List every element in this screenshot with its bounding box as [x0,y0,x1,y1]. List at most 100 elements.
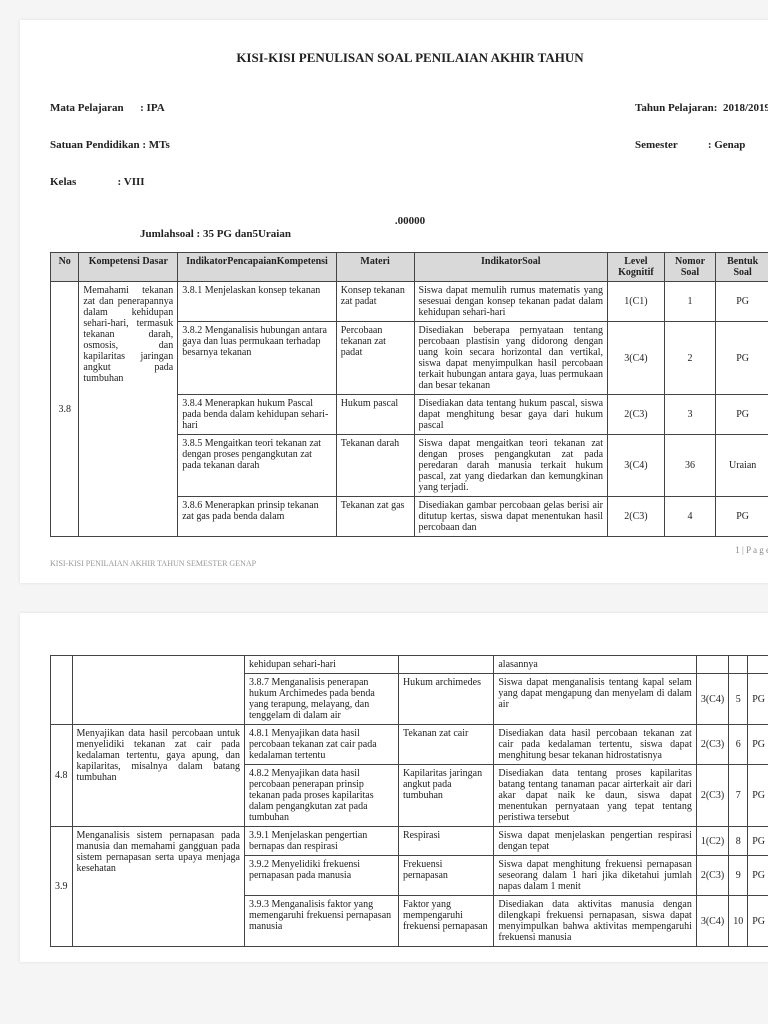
cell-materi: Konsep tekanan zat padat [336,282,414,322]
cell-lk: 2(C3) [608,497,665,537]
cell-materi: Tekanan zat gas [336,497,414,537]
cell-lk: 3(C4) [608,322,665,395]
cell-kd [72,656,244,725]
th-bs: Bentuk Soal [716,253,768,282]
meta-left: Mata Pelajaran : IPA Satuan Pendidikan :… [50,78,170,213]
th-kd: Kompetensi Dasar [79,253,178,282]
cell-materi: Kapilaritas jaringan angkut pada tumbuha… [398,765,493,827]
cell-materi: Faktor yang mempengaruhi frekuensi perna… [398,896,493,947]
cell-lk: 1(C1) [608,282,665,322]
mp-val: : IPA [140,102,165,114]
cell-is: Disediakan data tentang proses kapilarit… [494,765,696,827]
cell-ns [729,656,748,674]
cell-ipk: kehidupan sehari-hari [244,656,398,674]
th-ipk: IndikatorPencapaianKompetensi [178,253,336,282]
cell-materi: Tekanan darah [336,435,414,497]
page-1: KISI-KISI PENULISAN SOAL PENILAIAN AKHIR… [20,20,768,583]
cell-ipk: 3.8.6 Menerapkan prinsip tekanan zat gas… [178,497,336,537]
cell-no: 4.8 [51,725,73,827]
cell-ns: 9 [729,856,748,896]
cell-bs: PG [748,856,768,896]
cell-ns: 7 [729,765,748,827]
page-footer-left: KISI-KISI PENILAIAN AKHIR TAHUN SEMESTER… [50,559,768,568]
cell-lk: 2(C3) [696,856,728,896]
cell-no [51,656,73,725]
tahun-val: 2018/2019 [723,102,768,114]
cell-is: Siswa dapat menganalisis tentang kapal s… [494,674,696,725]
sem-label: Semester [635,139,678,151]
cell-materi: Frekuensi pernapasan [398,856,493,896]
sp-label: Satuan Pendidikan [50,139,140,151]
cell-ipk: 3.8.7 Menganalisis penerapan hukum Archi… [244,674,398,725]
cell-ipk: 3.8.5 Mengaitkan teori tekanan zat denga… [178,435,336,497]
cell-ns: 6 [729,725,748,765]
cell-ipk: 3.8.4 Menerapkan hukum Pascal pada benda… [178,395,336,435]
cell-ns: 8 [729,827,748,856]
cell-materi [398,656,493,674]
cell-is: alasannya [494,656,696,674]
cell-is: Disediakan data tentang hukum pascal, si… [414,395,608,435]
th-lk: Level Kognitif [608,253,665,282]
cell-ipk: 4.8.2 Menyajikan data hasil percobaan pe… [244,765,398,827]
cell-ns: 1 [664,282,716,322]
cell-lk: 3(C4) [608,435,665,497]
page-footer-right: 1 | P a g e [50,545,768,555]
cell-bs [748,656,768,674]
cell-ipk: 3.9.3 Menganalisis faktor yang memengaru… [244,896,398,947]
kelas-val: : VIII [118,176,145,188]
cell-ipk: 3.9.1 Menjelaskan pengertian bernapas da… [244,827,398,856]
doc-title: KISI-KISI PENULISAN SOAL PENILAIAN AKHIR… [50,50,768,66]
cell-is: Siswa dapat menjelaskan pengertian respi… [494,827,696,856]
cell-ipk: 3.9.2 Menyelidiki frekuensi pernapasan p… [244,856,398,896]
header-row: No Kompetensi Dasar IndikatorPencapaianK… [51,253,768,282]
cell-materi: Tekanan zat cair [398,725,493,765]
cell-lk: 3(C4) [696,674,728,725]
table-row: kehidupan sehari-hari alasannya [51,656,768,674]
kelas-label: Kelas [50,176,76,188]
cell-is: Disediakan data hasil percobaan tekanan … [494,725,696,765]
cell-ipk: 4.8.1 Menyajikan data hasil percobaan te… [244,725,398,765]
meta-right: Tahun Pelajaran: 2018/2019 Semester : Ge… [635,78,768,213]
jumlah-row: Jumlahsoal : 35 PG dan5Uraian [140,228,768,240]
cell-ns: 4 [664,497,716,537]
cell-no: 3.9 [51,827,73,947]
cell-no: 3.8 [51,282,79,537]
cell-bs: Uraian [716,435,768,497]
cell-is: Siswa dapat mengaitkan teori tekanan zat… [414,435,608,497]
cell-ipk: 3.8.2 Menganalisis hubungan antara gaya … [178,322,336,395]
cell-lk [696,656,728,674]
cell-bs: PG [748,725,768,765]
cell-materi: Respirasi [398,827,493,856]
cell-bs: PG [748,765,768,827]
cell-is: Disediakan data aktivitas manusia dengan… [494,896,696,947]
cell-lk: 2(C3) [696,765,728,827]
cell-bs: PG [716,497,768,537]
cell-bs: PG [748,674,768,725]
meta-block: Mata Pelajaran : IPA Satuan Pendidikan :… [50,78,768,213]
page-2: kehidupan sehari-hari alasannya 3.8.7 Meng… [20,613,768,962]
table-row: 4.8Menyajikan data hasil percobaan untuk… [51,725,768,765]
cell-lk: 3(C4) [696,896,728,947]
cell-materi: Hukum pascal [336,395,414,435]
cell-is: Siswa dapat menghitung frekuensi pernapa… [494,856,696,896]
cell-is: Disediakan gambar percobaan gelas berisi… [414,497,608,537]
mp-label: Mata Pelajaran [50,102,124,114]
cell-lk: 2(C3) [608,395,665,435]
jumlah-val: : 35 PG dan5Uraian [197,228,291,240]
table-row: 3.9Menganalisis sistem pernapasan pada m… [51,827,768,856]
cell-ns: 10 [729,896,748,947]
sp-val: : MTs [142,139,169,151]
cell-kd: Memahami tekanan zat dan penerapannya da… [79,282,178,537]
th-ns: Nomor Soal [664,253,716,282]
kisi-table-2: kehidupan sehari-hari alasannya 3.8.7 Meng… [50,655,768,947]
tahun-label: Tahun Pelajaran: [635,102,717,114]
cell-is: Disediakan beberapa pernyataan tentang p… [414,322,608,395]
cell-ns: 2 [664,322,716,395]
kisi-table-1: No Kompetensi Dasar IndikatorPencapaianK… [50,252,768,537]
cell-kd: Menganalisis sistem pernapasan pada manu… [72,827,244,947]
table-row: 3.8Memahami tekanan zat dan penerapannya… [51,282,768,322]
th-materi: Materi [336,253,414,282]
cell-bs: PG [716,395,768,435]
cell-ipk: 3.8.1 Menjelaskan konsep tekanan [178,282,336,322]
cell-materi: Hukum archimedes [398,674,493,725]
